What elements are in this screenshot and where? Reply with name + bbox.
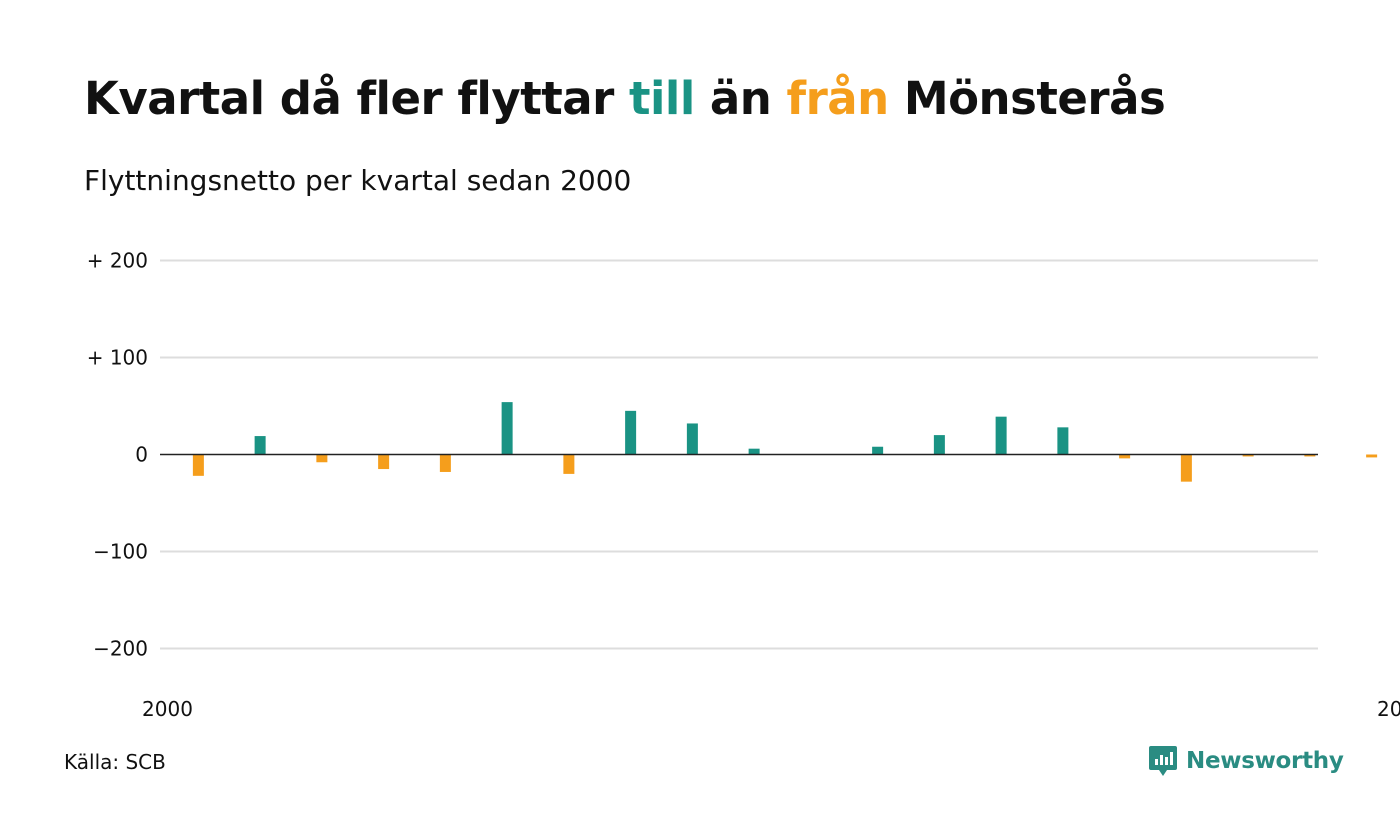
newsworthy-logo-icon: [1149, 746, 1177, 776]
bar: [1119, 454, 1131, 459]
bar: [933, 435, 945, 455]
x-tick-label: 2005: [1377, 697, 1400, 721]
bar: [686, 423, 698, 455]
bar: [254, 436, 266, 455]
bar: [378, 454, 390, 470]
bar: [1242, 454, 1254, 457]
title-part-2: än: [694, 72, 787, 125]
bar: [439, 454, 451, 472]
bar: [625, 410, 637, 455]
bar: [872, 446, 884, 455]
y-tick-label: + 100: [87, 346, 148, 370]
source-note: Källa: SCB: [64, 750, 166, 774]
title-part-1: Kvartal då fler flyttar: [84, 72, 629, 125]
chart-title: Kvartal då fler flyttar till än från Mön…: [84, 72, 1166, 125]
bar: [995, 416, 1007, 455]
bar: [1366, 454, 1378, 458]
bar: [1180, 454, 1192, 482]
y-tick-label: + 200: [87, 249, 148, 273]
title-highlight-out: från: [786, 72, 890, 125]
bars: [192, 402, 1378, 482]
logo-text: Newsworthy: [1186, 748, 1344, 774]
x-tick-label: 2000: [142, 697, 193, 721]
bar: [1304, 454, 1316, 457]
title-highlight-in: till: [628, 72, 695, 125]
chart-subtitle: Flyttningsnetto per kvartal sedan 2000: [84, 164, 632, 197]
bar: [501, 402, 513, 455]
title-part-3: Mönsterås: [888, 72, 1166, 125]
bar: [192, 454, 204, 476]
y-tick-label: 0: [135, 443, 148, 467]
y-tick-label: −100: [93, 540, 148, 564]
bar: [316, 454, 328, 463]
bar: [563, 454, 575, 474]
y-tick-label: −200: [93, 637, 148, 661]
bar: [748, 448, 760, 455]
bar: [1057, 427, 1069, 455]
newsworthy-logo: Newsworthy: [1148, 744, 1344, 778]
grid-lines: [160, 259, 1318, 650]
